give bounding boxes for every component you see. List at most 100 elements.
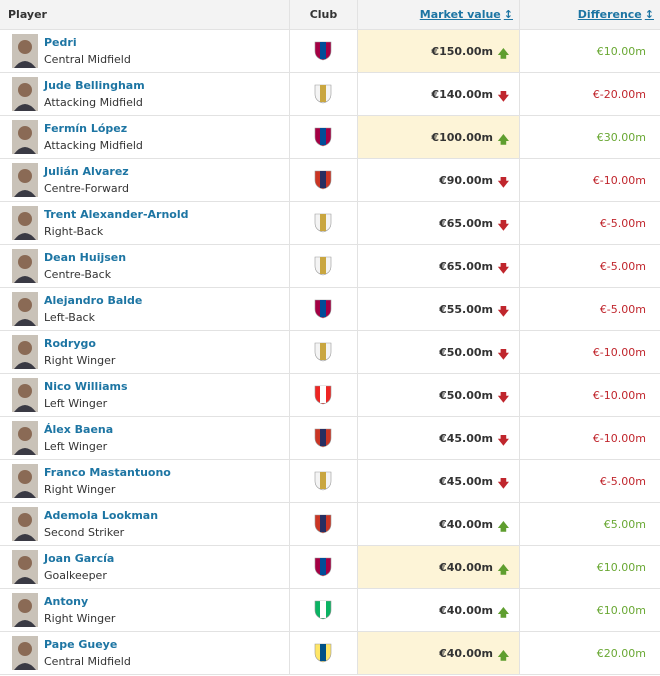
club-crest [314,514,332,534]
photo-body [14,448,36,455]
photo-head [18,341,32,355]
table-row: Antony Right Winger €40.00m 🡅 €10.00m [0,589,660,632]
player-photo [12,206,38,240]
table-row: Julián Alvarez Centre-Forward €90.00m 🡇 €-10… [0,159,660,202]
arrow-up: 🡅 [497,520,509,533]
difference: €10.00m [596,561,646,574]
market-value-cell: €40.00m 🡅 [358,546,520,588]
header-club: Club [309,8,338,21]
player-name[interactable]: Ademola Lookman [44,509,159,522]
photo-head [18,255,32,269]
photo-body [14,190,36,197]
player-cell: Alejandro Balde Left-Back [0,288,290,330]
player-cell: Pedri Central Midfield [0,30,290,72]
player-photo [12,77,38,111]
player-cell: Fermín López Attacking Midfield [0,116,290,158]
player-position: Right Winger [44,354,116,367]
player-cell: Antony Right Winger [0,589,290,631]
club-crest [314,643,332,663]
player-cell: Jude Bellingham Attacking Midfield [0,73,290,115]
player-position: Right Winger [44,483,116,496]
player-cell: Julián Alvarez Centre-Forward [0,159,290,201]
player-cell: Ademola Lookman Second Striker [0,503,290,545]
player-name[interactable]: Pape Gueye [44,638,118,651]
player-position: Attacking Midfield [44,139,143,152]
arrow-up: 🡅 [497,47,509,60]
market-value-cell: €150.00m 🡅 [358,30,520,72]
club-cell [290,202,358,244]
header-cell: Market value ↕ [358,0,520,29]
player-name[interactable]: Fermín López [44,122,128,135]
photo-head [18,556,32,570]
arrow-down: 🡇 [497,305,509,318]
club-cell [290,460,358,502]
player-name[interactable]: Dean Huijsen [44,251,127,264]
market-value-cell: €40.00m 🡅 [358,589,520,631]
photo-head [18,599,32,613]
club-crest [314,213,332,233]
club-cell [290,589,358,631]
table-row: Rodrygo Right Winger €50.00m 🡇 €-10.00m [0,331,660,374]
market-value: €50.00m [439,346,493,359]
sort-icon[interactable]: ↕ [503,8,513,21]
market-value: €40.00m [439,561,493,574]
player-photo [12,292,38,326]
market-value-cell: €45.00m 🡇 [358,417,520,459]
difference: €-10.00m [592,389,646,402]
difference-cell: €10.00m [520,546,660,588]
player-name[interactable]: Nico Williams [44,380,128,393]
crest-stripe [320,558,326,575]
difference: €-20.00m [592,88,646,101]
player-name[interactable]: Álex Baena [44,423,114,436]
club-crest [314,256,332,276]
player-name[interactable]: Alejandro Balde [44,294,143,307]
club-cell [290,245,358,287]
header-difference[interactable]: Difference [577,8,642,21]
photo-body [14,577,36,584]
player-photo [12,163,38,197]
player-position: Right-Back [44,225,104,238]
difference-cell: €20.00m [520,632,660,674]
player-name[interactable]: Antony [44,595,89,608]
player-name[interactable]: Joan García [44,552,115,565]
difference: €30.00m [596,131,646,144]
header-market-value[interactable]: Market value [419,8,501,21]
header-cell: Difference ↕ [520,0,660,29]
arrow-down: 🡇 [497,176,509,189]
difference-cell: €-10.00m [520,417,660,459]
sort-icon[interactable]: ↕ [644,8,654,21]
difference: €-5.00m [599,303,646,316]
player-name[interactable]: Franco Mastantuono [44,466,171,479]
player-name[interactable]: Jude Bellingham [44,79,145,92]
market-value: €65.00m [439,217,493,230]
player-position: Left-Back [44,311,95,324]
market-value: €50.00m [439,389,493,402]
arrow-down: 🡇 [497,219,509,232]
market-value-cell: €140.00m 🡇 [358,73,520,115]
market-value: €100.00m [431,131,493,144]
player-photo [12,34,38,68]
difference-cell: €-10.00m [520,159,660,201]
table-row: Ademola Lookman Second Striker €40.00m 🡅 €5.… [0,503,660,546]
player-name[interactable]: Julián Alvarez [44,165,129,178]
player-photo [12,120,38,154]
photo-head [18,298,32,312]
player-position: Central Midfield [44,53,131,66]
market-value-cell: €65.00m 🡇 [358,202,520,244]
difference: €-10.00m [592,346,646,359]
crest-stripe [320,343,326,360]
table-row: Fermín López Attacking Midfield €100.00m 🡅 €… [0,116,660,159]
crest-stripe [320,644,326,661]
club-crest [314,41,332,61]
player-name[interactable]: Pedri [44,36,77,49]
difference: €-10.00m [592,432,646,445]
difference: €5.00m [603,518,646,531]
market-value-cell: €45.00m 🡇 [358,460,520,502]
player-name[interactable]: Rodrygo [44,337,96,350]
arrow-down: 🡇 [497,90,509,103]
crest-stripe [320,386,326,403]
crest-stripe [320,601,326,618]
player-name[interactable]: Trent Alexander-Arnold [44,208,189,221]
crest-stripe [320,257,326,274]
